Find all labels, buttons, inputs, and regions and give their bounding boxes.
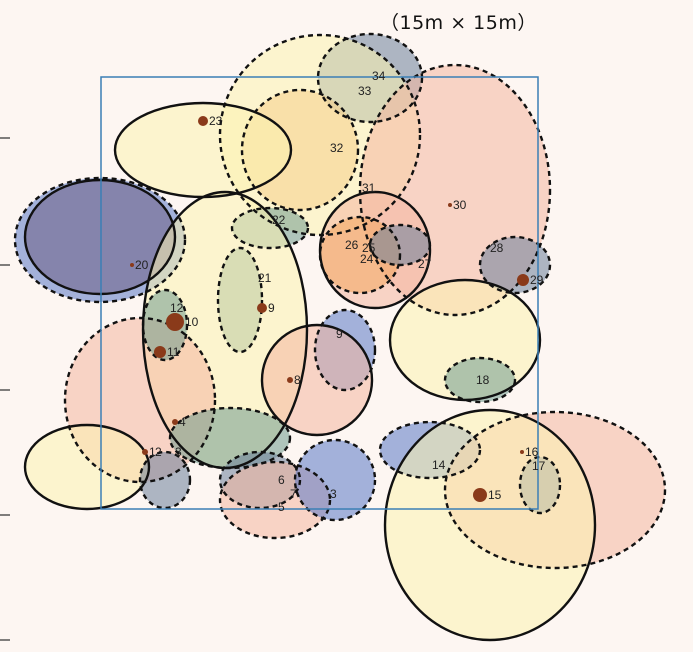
crown-outline-6 [218,450,302,510]
crown-outlines [13,32,667,642]
tree-stems [130,116,529,502]
tree-label-15: 15 [488,488,502,502]
tree-label-7: 7 [290,487,297,501]
crown-outline-1 [23,423,151,511]
crown-outline-26 [318,215,402,295]
tree-label-34: 34 [372,69,386,83]
plot-boundary [100,76,539,510]
crown-outline-14 [378,420,482,480]
crown-fill-12 [143,290,187,360]
tree-label-2: 2 [155,445,162,459]
tree-label-32: 32 [330,141,344,155]
tree-label-29: 29 [530,273,544,287]
crown-outline-5 [218,460,332,540]
tree-label-10: 10 [185,315,199,329]
tree-labels: 1 2 34567891011123141516171892021222324252… [135,69,546,514]
tree-label-11: 11 [167,345,180,359]
tree-label-24: 24 [360,252,374,266]
crown-outline-20 [23,178,177,296]
tree-label-1: 1 [149,445,156,459]
crown-outline-4 [168,406,292,470]
tree-label-21: 21 [258,271,272,285]
stem-23 [198,116,208,126]
tree-label-26: 26 [345,238,359,252]
crown-outline-27 [368,223,432,267]
crown-outline-29 [388,278,542,402]
crown-outline-21 [216,246,264,354]
crown-outline-18 [443,356,517,404]
crown-outline-11 [63,316,217,484]
tree-label-30: 30 [453,198,467,212]
crown-fill-18 [445,358,515,402]
tree-label-17: 17 [532,459,546,473]
stem-15 [473,488,487,502]
crown-outline-13 [293,438,377,522]
stem-20 [130,263,134,267]
crown-outline-16 [443,410,667,570]
crown-outline-19 [313,308,377,392]
crown-outline-8 [260,323,374,437]
crown-fill-8 [262,325,372,435]
tree-label-19: 9 [336,327,343,341]
crown-outline-31 [358,63,552,317]
crown-outline-22 [230,206,310,250]
crown-outline-15 [383,408,597,642]
tree-label-22: 22 [272,213,286,227]
crown-outline-17 [518,455,562,515]
crown-fill-20 [25,180,175,294]
tree-label-23: 23 [209,114,223,128]
tree-label-5: 5 [278,500,285,514]
left-axis-ticks [0,137,10,641]
crown-fill-27 [370,225,430,265]
tree-label-33: 33 [358,84,372,98]
tree-label-3: 3 [175,445,182,459]
crown-outline-12 [141,288,189,362]
tree-label-8: 8 [294,373,301,387]
tree-label-14: 14 [432,458,446,472]
crown-outline-33 [218,33,422,237]
crown-outline-32 [240,88,360,212]
crown-outline-20 [13,176,187,304]
tree-label-31: 31 [362,181,376,195]
tree-label-18: 18 [476,373,490,387]
tree-label-4: 4 [179,415,186,429]
crown-fill-1 [25,425,149,509]
crown-fill-13 [295,440,375,520]
crown-outline-3 [138,450,192,510]
stem-10 [166,313,184,331]
tree-label-28: 28 [490,241,504,255]
crown-fills [15,34,665,640]
stem-9 [257,303,267,313]
stem-16 [520,450,524,454]
stem-30 [448,203,452,207]
tree-label-16: 16 [525,445,539,459]
tree-label-9: 9 [268,301,275,315]
stem-29 [517,274,529,286]
tree-label-12: 12 [170,301,184,315]
crown-fill-15 [385,410,595,640]
crown-fill-3 [140,452,190,508]
tree-label-6: 6 [278,473,285,487]
crown-outline-28 [478,235,552,295]
stem-1 [142,449,148,455]
stem-8 [287,377,293,383]
crown-outline-34 [316,32,424,124]
stem-11 [154,346,166,358]
stem-4 [172,419,178,425]
tree-label-27: 27 [418,257,432,271]
plot-size-label: （15m × 15m） [380,12,537,34]
tree-label-13: 3 [330,487,337,501]
tree-label-25: 25 [362,241,376,255]
tree-label-20: 20 [135,258,149,272]
crown-fill-28 [480,237,550,293]
